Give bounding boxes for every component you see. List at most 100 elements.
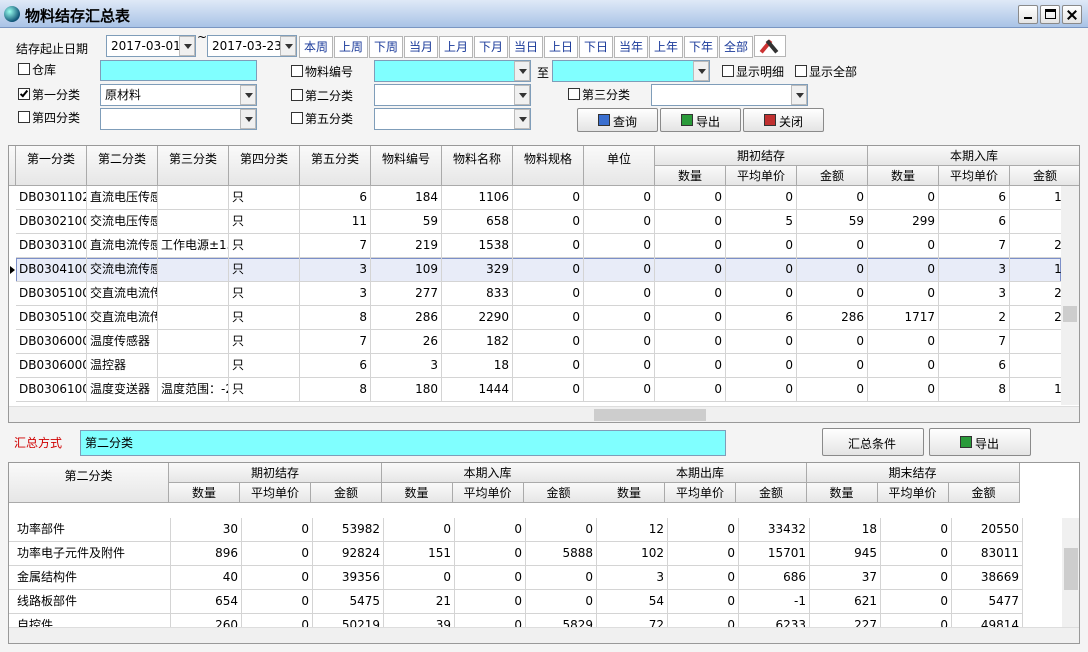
- table-cell: 0: [584, 330, 655, 354]
- period-button[interactable]: 下月: [474, 36, 508, 58]
- category1-select[interactable]: 原材料: [100, 84, 257, 106]
- action-button[interactable]: 关闭: [743, 108, 824, 132]
- checkbox-label: 显示全部: [809, 65, 858, 79]
- period-button[interactable]: 下日: [579, 36, 613, 58]
- category5-select[interactable]: [374, 108, 531, 130]
- horizontal-scrollbar[interactable]: [9, 406, 1079, 422]
- period-button[interactable]: 全部: [719, 36, 753, 58]
- period-button[interactable]: 本周: [299, 36, 333, 58]
- checkbox[interactable]: [18, 88, 30, 100]
- period-button[interactable]: 下年: [684, 36, 718, 58]
- dropdown-arrow[interactable]: [280, 36, 296, 56]
- checkbox[interactable]: [291, 89, 303, 101]
- period-button[interactable]: 上年: [649, 36, 683, 58]
- sub-header: 金额: [311, 483, 382, 503]
- dropdown-arrow[interactable]: [240, 109, 256, 129]
- dropdown-arrow[interactable]: [693, 61, 709, 81]
- table-cell: 3: [300, 282, 371, 306]
- sub-header: 平均单价: [939, 166, 1010, 186]
- table-cell: 102: [597, 542, 668, 566]
- dropdown-arrow[interactable]: [240, 85, 256, 105]
- checkbox[interactable]: [18, 111, 30, 123]
- table-cell: 8: [300, 306, 371, 330]
- table-cell: 0: [655, 378, 726, 402]
- action-button[interactable]: 导出: [660, 108, 741, 132]
- table-cell: 7: [300, 234, 371, 258]
- summary-button[interactable]: 导出: [929, 428, 1031, 456]
- warehouse-input[interactable]: [100, 60, 257, 81]
- scroll-thumb[interactable]: [594, 409, 706, 421]
- category3-select[interactable]: [651, 84, 808, 106]
- dropdown-arrow[interactable]: [791, 85, 807, 105]
- table-cell: 0: [797, 258, 868, 282]
- table-cell: 1538: [442, 234, 513, 258]
- table-cell: 工作电源±15: [158, 234, 229, 258]
- table-cell: 37: [810, 566, 881, 590]
- period-button[interactable]: 当日: [509, 36, 543, 58]
- table-cell: [158, 186, 229, 210]
- period-button[interactable]: 上周: [334, 36, 368, 58]
- table-cell: 0: [668, 566, 739, 590]
- column-header: 第一分类: [16, 146, 87, 186]
- material-to[interactable]: [552, 60, 710, 82]
- table-cell: 0: [726, 354, 797, 378]
- table-cell: [158, 282, 229, 306]
- checkbox[interactable]: [291, 65, 303, 77]
- summary-table: 第二分类 期初结存 数量 平均单价 金额 本期入库 数量 平均单价 金额 本期出库 数量 平均单价 金额…: [8, 462, 1080, 644]
- material-from[interactable]: [374, 60, 531, 82]
- period-button[interactable]: 当月: [404, 36, 438, 58]
- table-cell: 180: [371, 378, 442, 402]
- table-cell: 33432: [739, 518, 810, 542]
- period-button[interactable]: 下周: [369, 36, 403, 58]
- date-to[interactable]: 2017-03-23: [207, 35, 297, 57]
- category2-select[interactable]: [374, 84, 531, 106]
- period-button[interactable]: 上月: [439, 36, 473, 58]
- table-cell: 0: [726, 330, 797, 354]
- table-cell: 温度传感器: [87, 330, 158, 354]
- table-cell: 0: [455, 542, 526, 566]
- scroll-thumb[interactable]: [1064, 548, 1078, 590]
- maximize-button[interactable]: [1040, 5, 1060, 24]
- table-cell: 功率电子元件及附件: [9, 542, 171, 566]
- group-header: 期初结存: [655, 146, 868, 166]
- column-header: 第五分类: [300, 146, 371, 186]
- tool-button[interactable]: [754, 35, 786, 57]
- sub-header: 数量: [381, 483, 453, 503]
- date-from[interactable]: 2017-03-01: [106, 35, 196, 57]
- checkbox[interactable]: [722, 65, 734, 77]
- table-cell: 1444: [442, 378, 513, 402]
- table-cell: 621: [810, 590, 881, 614]
- table-cell: 329: [442, 258, 513, 282]
- summary-field[interactable]: 第二分类: [80, 430, 726, 456]
- checkbox[interactable]: [568, 88, 580, 100]
- horizontal-scrollbar[interactable]: [9, 627, 1079, 643]
- dropdown-arrow[interactable]: [514, 85, 530, 105]
- minimize-button[interactable]: [1018, 5, 1038, 24]
- dropdown-arrow[interactable]: [179, 36, 195, 56]
- scroll-thumb[interactable]: [1063, 306, 1077, 322]
- table-cell: 0: [655, 282, 726, 306]
- summary-button[interactable]: 汇总条件: [822, 428, 924, 456]
- table-cell: 0: [584, 282, 655, 306]
- table-cell: [158, 258, 229, 282]
- dropdown-arrow[interactable]: [514, 109, 530, 129]
- table-cell: 277: [371, 282, 442, 306]
- checkbox[interactable]: [795, 65, 807, 77]
- checkbox[interactable]: [291, 112, 303, 124]
- category4-select[interactable]: [100, 108, 257, 130]
- button-icon: [764, 114, 776, 126]
- table-cell: 0: [526, 590, 597, 614]
- dropdown-arrow[interactable]: [514, 61, 530, 81]
- action-button[interactable]: 查询: [577, 108, 658, 132]
- table-cell: 只: [229, 186, 300, 210]
- period-button[interactable]: 上日: [544, 36, 578, 58]
- vertical-scrollbar[interactable]: [1061, 186, 1079, 405]
- column-header: 物料规格: [513, 146, 584, 186]
- table-cell: DB0301102: [16, 186, 87, 210]
- column-header: 第二分类: [87, 146, 158, 186]
- checkbox[interactable]: [18, 63, 30, 75]
- column-header: 第二分类: [9, 463, 169, 503]
- close-button[interactable]: [1062, 5, 1082, 24]
- checkbox-label: 第二分类: [305, 89, 354, 103]
- period-button[interactable]: 当年: [614, 36, 648, 58]
